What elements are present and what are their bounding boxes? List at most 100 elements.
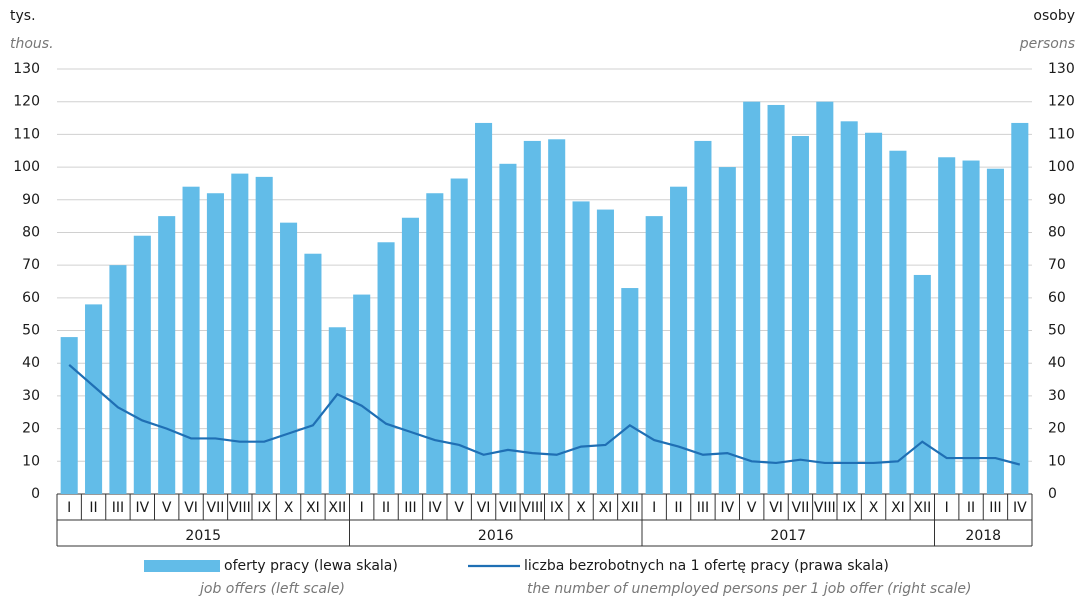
x-tick-label: XII (328, 500, 346, 516)
y2-tick-label: 60 (1048, 290, 1066, 306)
y2-tick-label: 40 (1048, 355, 1066, 371)
x-tick-label: V (747, 500, 757, 516)
bar (450, 178, 468, 494)
x-tick-label: IV (135, 500, 149, 516)
y-tick-label: 30 (22, 388, 40, 404)
x-tick-label: VII (499, 500, 517, 516)
y2-tick-label: 90 (1048, 192, 1066, 208)
x-tick-label: II (382, 500, 390, 516)
bar (109, 265, 127, 494)
bar (60, 337, 78, 494)
y-tick-label: 60 (22, 290, 40, 306)
y2-title: osoby (1033, 8, 1075, 24)
x-tick-label: IV (1013, 500, 1027, 516)
bar (816, 101, 834, 494)
x-tick-label: III (697, 500, 709, 516)
bar (304, 253, 322, 494)
y-tick-label: 100 (13, 159, 40, 175)
y-tick-label: 90 (22, 192, 40, 208)
bar (475, 122, 493, 494)
year-label: 2017 (770, 528, 806, 544)
y-tick-label: 20 (22, 421, 40, 437)
x-tick-label: VIII (814, 500, 836, 516)
x-tick-label: V (162, 500, 172, 516)
y-tick-label: 0 (31, 486, 40, 502)
x-tick-label: II (967, 500, 975, 516)
x-tick-label: VIII (229, 500, 251, 516)
bar (889, 150, 907, 494)
x-tick-label: VI (184, 500, 198, 516)
bar (182, 186, 200, 494)
bar (328, 327, 346, 494)
y-tick-label: 40 (22, 355, 40, 371)
bar (743, 101, 761, 494)
bar (913, 274, 931, 494)
x-tick-label: III (112, 500, 124, 516)
x-tick-label: II (674, 500, 682, 516)
y-tick-label: 110 (13, 126, 40, 142)
bar (377, 242, 395, 494)
bar (962, 160, 980, 495)
year-label: 2018 (965, 528, 1001, 544)
y2-tick-label: 30 (1048, 388, 1066, 404)
y2-tick-label: 10 (1048, 453, 1066, 469)
x-tick-label: III (404, 500, 416, 516)
bar (840, 121, 858, 495)
bar (938, 157, 956, 494)
x-tick-label: VII (792, 500, 810, 516)
x-tick-label: III (989, 500, 1001, 516)
bar (865, 132, 883, 494)
x-tick-label: IV (720, 500, 734, 516)
year-label: 2016 (478, 528, 514, 544)
bar (158, 216, 176, 494)
y-title: tys. (10, 8, 36, 24)
y-title-en: thous. (10, 36, 54, 52)
y-tick-label: 120 (13, 94, 40, 110)
x-tick-label: VII (207, 500, 225, 516)
x-tick-label: I (360, 500, 364, 516)
y2-tick-label: 110 (1048, 126, 1075, 142)
y-tick-label: 50 (22, 323, 40, 339)
bar (85, 304, 103, 494)
bar (1011, 122, 1029, 494)
bar (426, 193, 444, 494)
bar (645, 216, 663, 494)
x-tick-label: II (89, 500, 97, 516)
legend-label: liczba bezrobotnych na 1 ofertę pracy (p… (524, 558, 889, 574)
legend-label-en: job offers (left scale) (198, 581, 345, 597)
bar (767, 104, 785, 494)
line (68, 364, 1021, 466)
x-tick-label: X (284, 500, 294, 516)
bar (499, 163, 517, 495)
y-tick-label: 10 (22, 453, 40, 469)
x-tick-label: IX (257, 500, 271, 516)
x-tick-label: X (869, 500, 879, 516)
y2-tick-label: 50 (1048, 323, 1066, 339)
y2-tick-label: 100 (1048, 159, 1075, 175)
y2-tick-label: 120 (1048, 94, 1075, 110)
x-tick-label: IX (550, 500, 564, 516)
y2-tick-label: 130 (1048, 61, 1075, 77)
x-tick-label: I (945, 500, 949, 516)
bar (718, 167, 736, 495)
bar (133, 235, 151, 494)
y-tick-label: 70 (22, 257, 40, 273)
x-tick-label: XII (621, 500, 639, 516)
bar (353, 294, 371, 494)
bar (670, 186, 688, 494)
bar (621, 288, 639, 494)
bar (986, 168, 1004, 494)
x-tick-label: VI (477, 500, 491, 516)
bar (280, 222, 298, 494)
bar (231, 173, 249, 494)
bar (694, 140, 712, 494)
x-tick-label: IV (428, 500, 442, 516)
year-label: 2015 (185, 528, 221, 544)
y2-tick-label: 0 (1048, 486, 1057, 502)
y-tick-label: 130 (13, 61, 40, 77)
y2-tick-label: 80 (1048, 224, 1066, 240)
x-tick-label: XII (913, 500, 931, 516)
x-tick-label: XI (891, 500, 905, 516)
bar (572, 201, 590, 494)
